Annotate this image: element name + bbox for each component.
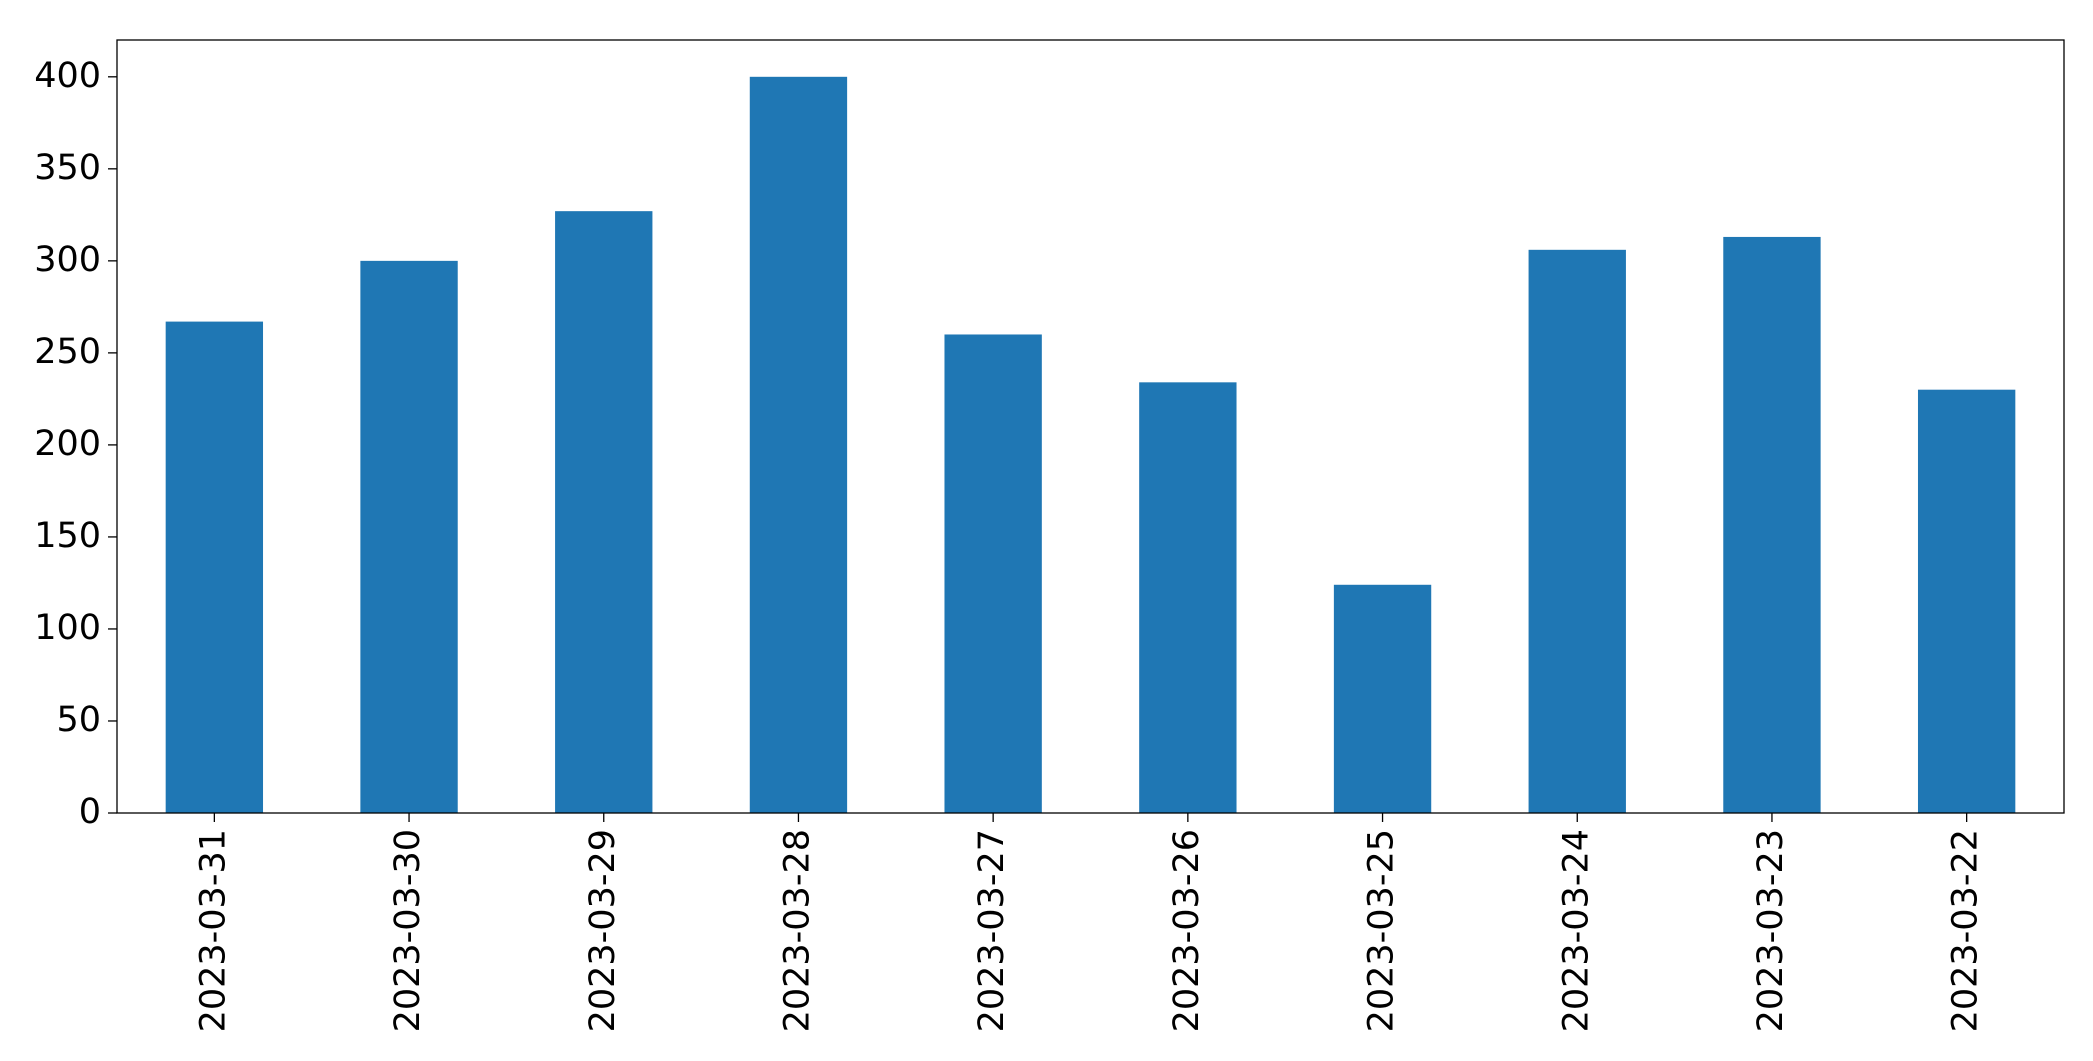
y-tick-label: 50 xyxy=(56,700,101,740)
y-tick-label: 0 xyxy=(79,792,101,832)
y-tick-label: 250 xyxy=(34,332,101,372)
x-tick-label: 2023-03-22 xyxy=(1946,829,1986,1032)
bar xyxy=(165,321,264,813)
x-tick-label: 2023-03-26 xyxy=(1167,829,1207,1032)
y-tick-label: 300 xyxy=(34,240,101,280)
x-tick-label: 2023-03-27 xyxy=(972,829,1012,1032)
bar xyxy=(555,211,653,813)
bar xyxy=(1139,382,1237,813)
x-tick-label: 2023-03-29 xyxy=(583,829,623,1032)
x-tick-label: 2023-03-30 xyxy=(388,829,428,1032)
y-tick-label: 200 xyxy=(34,424,101,464)
bar xyxy=(944,334,1042,813)
y-tick-label: 150 xyxy=(34,516,101,556)
bar xyxy=(360,260,458,813)
y-tick-label: 400 xyxy=(34,56,101,96)
bar xyxy=(1723,236,1821,813)
bar xyxy=(1917,389,2016,813)
x-tick-label: 2023-03-28 xyxy=(777,829,817,1032)
bar xyxy=(1528,249,1626,814)
bar xyxy=(749,76,848,814)
x-tick-label: 2023-03-25 xyxy=(1362,829,1402,1032)
bar xyxy=(1333,584,1432,813)
x-tick-label: 2023-03-23 xyxy=(1751,829,1791,1032)
x-tick-label: 2023-03-31 xyxy=(193,829,233,1032)
plot-frame xyxy=(116,39,2065,814)
x-tick-label: 2023-03-24 xyxy=(1556,829,1596,1032)
y-tick-label: 100 xyxy=(34,608,101,648)
y-tick-label: 350 xyxy=(34,148,101,188)
